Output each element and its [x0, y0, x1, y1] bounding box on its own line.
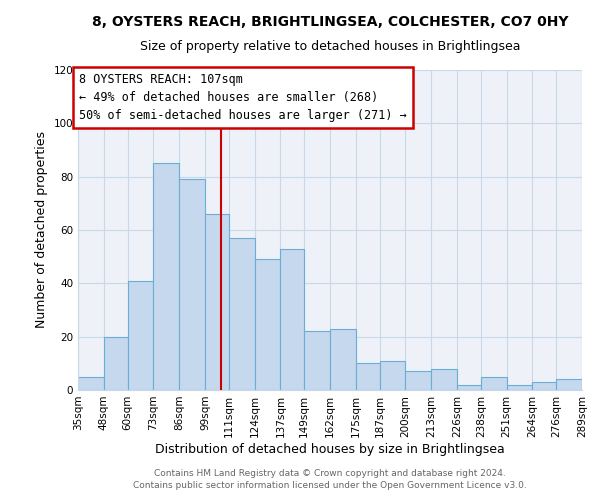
Y-axis label: Number of detached properties: Number of detached properties [35, 132, 48, 328]
Bar [380, 360, 406, 390]
Text: 8, OYSTERS REACH, BRIGHTLINGSEA, COLCHESTER, CO7 0HY: 8, OYSTERS REACH, BRIGHTLINGSEA, COLCHES… [92, 15, 568, 29]
Bar [304, 332, 330, 390]
Bar [431, 368, 457, 390]
Bar [179, 180, 205, 390]
Bar [457, 384, 481, 390]
X-axis label: Distribution of detached houses by size in Brightlingsea: Distribution of detached houses by size … [155, 442, 505, 456]
Bar [506, 384, 532, 390]
Bar [406, 372, 431, 390]
Bar [280, 248, 304, 390]
Bar [481, 376, 506, 390]
Bar [556, 380, 582, 390]
Bar [78, 376, 104, 390]
Text: Contains HM Land Registry data © Crown copyright and database right 2024.
Contai: Contains HM Land Registry data © Crown c… [133, 468, 527, 490]
Text: 8 OYSTERS REACH: 107sqm
← 49% of detached houses are smaller (268)
50% of semi-d: 8 OYSTERS REACH: 107sqm ← 49% of detache… [79, 72, 407, 122]
Bar [128, 280, 154, 390]
Text: Size of property relative to detached houses in Brightlingsea: Size of property relative to detached ho… [140, 40, 520, 53]
Bar [229, 238, 254, 390]
Bar [356, 364, 380, 390]
Bar [205, 214, 229, 390]
Bar [154, 164, 179, 390]
Bar [104, 336, 128, 390]
Bar [532, 382, 556, 390]
Bar [254, 260, 280, 390]
Bar [330, 328, 356, 390]
